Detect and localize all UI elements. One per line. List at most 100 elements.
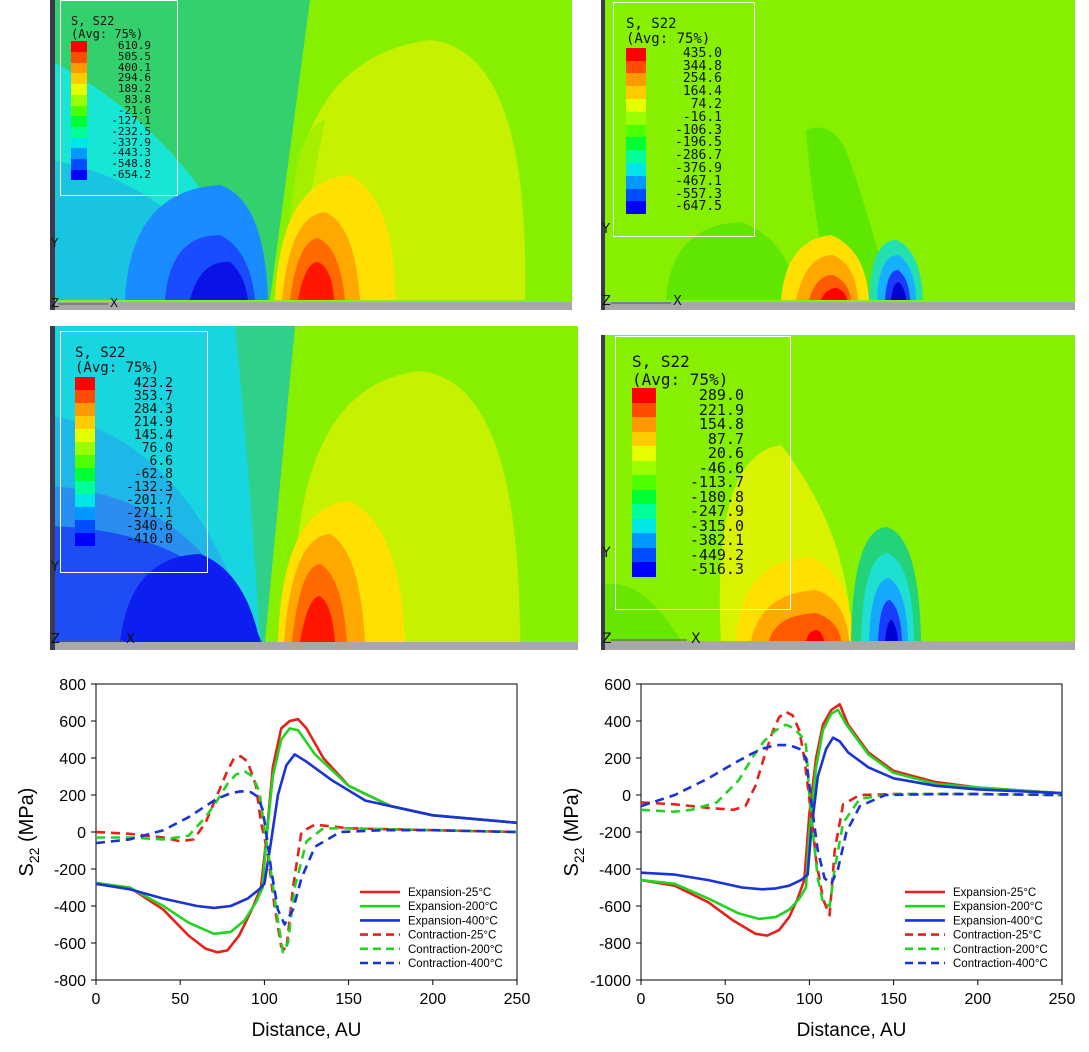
y-tick-label: 200 bbox=[59, 788, 86, 805]
y-axis-label-main: S bbox=[16, 863, 38, 876]
legend-row: -132.3 bbox=[75, 480, 207, 494]
series-line bbox=[95, 754, 518, 952]
legend-value: -106.3 bbox=[675, 122, 722, 138]
series-line bbox=[640, 710, 1063, 917]
legend-swatch bbox=[632, 446, 656, 461]
legend-title: S, S22 bbox=[75, 345, 126, 361]
x-tick-label: 0 bbox=[92, 991, 101, 1008]
series-line bbox=[640, 703, 1063, 937]
legend-value: -382.1 bbox=[689, 531, 744, 550]
legend-value: -232.5 bbox=[111, 124, 151, 138]
legend-value: 505.5 bbox=[117, 50, 151, 64]
legend-value: -654.2 bbox=[111, 167, 151, 181]
series-line bbox=[640, 736, 1063, 891]
legend-value: -376.9 bbox=[675, 160, 722, 176]
legend-row: -201.7 bbox=[75, 493, 207, 507]
legend-swatch bbox=[71, 62, 87, 74]
legend-value: -286.7 bbox=[675, 148, 722, 164]
legend-row: 154.8 bbox=[632, 417, 790, 432]
x-tick-label: 150 bbox=[335, 991, 362, 1008]
legend-entry: Contraction-25°C bbox=[953, 930, 1041, 942]
contour-legend-2: S, S22 (Avg: 75%) 435.0 344.8 254.6 164.4 74… bbox=[613, 2, 755, 237]
triad-z-label: Z bbox=[51, 296, 60, 310]
triad-axis-line bbox=[58, 303, 108, 305]
y-tick-label: -800 bbox=[599, 936, 631, 953]
legend-swatch bbox=[626, 175, 646, 189]
legend-value: 289.0 bbox=[698, 386, 744, 405]
legend-row: 20.6 bbox=[632, 446, 790, 461]
y-tick-label: -400 bbox=[599, 862, 631, 879]
triad-z-label: Z bbox=[51, 632, 60, 647]
x-axis-label: Distance, AU bbox=[252, 1020, 362, 1041]
legend-title: S, S22 bbox=[71, 14, 115, 28]
legend-row: -443.3 bbox=[71, 147, 177, 159]
legend-row: 76.0 bbox=[75, 441, 207, 455]
line-chart-right: -1000 -800 -600 -400 -200 0 200 400 600 0 50 100 150… bbox=[545, 670, 1085, 1048]
legend-swatch bbox=[626, 188, 646, 202]
legend-swatch bbox=[632, 562, 656, 577]
legend-swatch bbox=[71, 126, 87, 138]
y-axis-label-sub: 22 bbox=[571, 847, 587, 863]
legend-entry: Expansion-25°C bbox=[408, 887, 491, 899]
x-axis-label: Distance, AU bbox=[797, 1020, 907, 1041]
triad-z-label: Z bbox=[602, 294, 611, 309]
legend-swatch bbox=[632, 475, 656, 490]
legend-value: -21.6 bbox=[117, 103, 151, 117]
legend-row: 6.6 bbox=[75, 454, 207, 468]
series-line bbox=[640, 708, 1063, 921]
legend-swatch bbox=[626, 60, 646, 74]
legend-row: -557.3 bbox=[626, 188, 754, 202]
legend-value: 294.6 bbox=[117, 71, 151, 85]
legend-swatch bbox=[75, 415, 95, 429]
legend-swatch bbox=[626, 111, 646, 125]
contour-panel-2: S, S22 (Avg: 75%) 435.0 344.8 254.6 164.4 74… bbox=[601, 0, 1075, 310]
legend-subtitle: (Avg: 75%) bbox=[632, 369, 729, 389]
legend-swatch bbox=[75, 454, 95, 468]
triad-z-label: Z bbox=[602, 631, 612, 647]
legend-swatch bbox=[71, 158, 87, 170]
legend-row: -127.1 bbox=[71, 114, 177, 128]
contour-panel-4: S, S22 (Avg: 75%) 289.0 221.9 154.8 87.7 20.… bbox=[601, 335, 1075, 650]
triad-axis-line bbox=[611, 639, 687, 641]
legend-entry: Expansion-400°C bbox=[953, 915, 1043, 927]
legend-value: -127.1 bbox=[111, 114, 151, 128]
legend-value: 74.2 bbox=[690, 96, 722, 112]
legend-swatch bbox=[626, 124, 646, 138]
legend-swatch bbox=[71, 84, 87, 95]
y-axis-label: S22 (MPa) bbox=[16, 788, 42, 877]
legend-value: 87.7 bbox=[707, 429, 744, 448]
legend-row: -113.7 bbox=[632, 475, 790, 490]
y-tick-label: 400 bbox=[604, 714, 631, 731]
legend-row: 435.0 bbox=[626, 47, 754, 61]
legend-value: 353.7 bbox=[133, 388, 173, 404]
legend-value: -113.7 bbox=[689, 473, 744, 492]
legend-swatch bbox=[71, 137, 87, 149]
legend-row: -315.0 bbox=[632, 518, 790, 534]
x-tick-label: 200 bbox=[964, 991, 991, 1008]
y-axis-label: S22 (MPa) bbox=[561, 788, 587, 877]
legend-value: -337.9 bbox=[111, 135, 151, 149]
legend-swatch bbox=[632, 533, 656, 548]
legend-value: 344.8 bbox=[682, 58, 722, 74]
legend-row: -62.8 bbox=[75, 466, 207, 482]
triad-y-label: Y bbox=[602, 222, 610, 237]
legend-value: 284.3 bbox=[133, 401, 173, 417]
legend-row: 505.5 bbox=[71, 50, 177, 64]
x-tick-label: 100 bbox=[251, 991, 278, 1008]
legend-swatch bbox=[75, 402, 95, 416]
legend-swatch bbox=[75, 389, 95, 403]
legend-row: -337.9 bbox=[71, 135, 177, 149]
legend-row: -340.6 bbox=[75, 519, 207, 533]
legend-row: 344.8 bbox=[626, 58, 754, 74]
legend-swatch bbox=[632, 504, 656, 519]
legend-row: -286.7 bbox=[626, 148, 754, 164]
triad-x-label: X bbox=[691, 631, 701, 647]
legend-subtitle: (Avg: 75%) bbox=[626, 31, 711, 48]
legend-swatch bbox=[75, 441, 95, 455]
x-tick-label: 100 bbox=[796, 991, 823, 1008]
legend-swatch bbox=[71, 73, 87, 85]
contour-plot-1 bbox=[50, 0, 572, 310]
y-tick-label: 0 bbox=[77, 825, 86, 842]
series-line bbox=[96, 769, 518, 954]
legend-value: -62.8 bbox=[133, 466, 173, 482]
